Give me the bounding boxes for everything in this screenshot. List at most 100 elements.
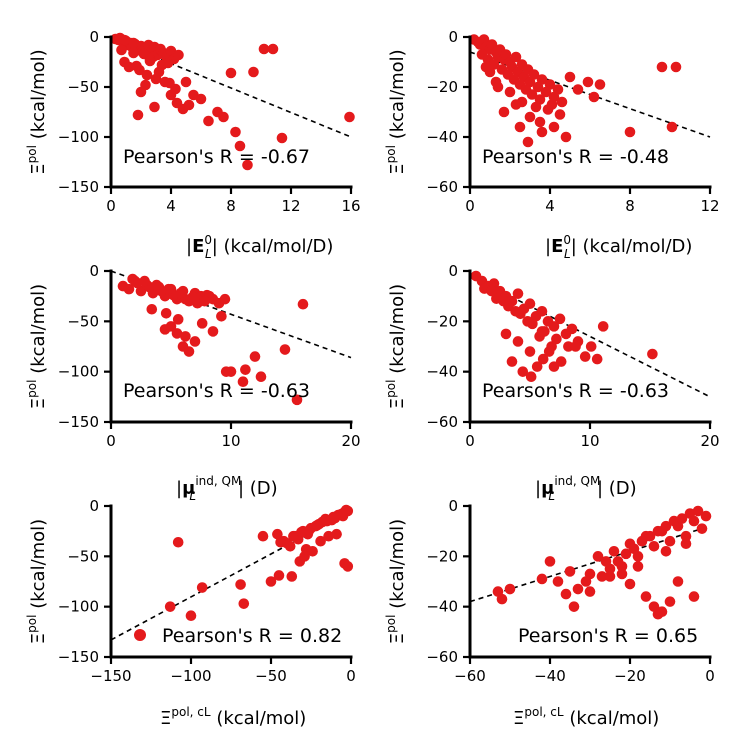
y-axis-label: Ξpol (kcal/mol): [25, 284, 49, 409]
data-point: [276, 132, 288, 144]
x-tick-label: −20: [614, 667, 646, 685]
x-axis-label: |E0 L| (kcal/mol/D): [186, 233, 333, 261]
data-point: [172, 536, 184, 548]
data-point: [504, 86, 516, 98]
data-point: [286, 571, 298, 582]
data-point: [536, 126, 548, 138]
data-point: [524, 298, 536, 310]
data-point: [304, 524, 315, 536]
data-point: [544, 556, 556, 567]
data-point: [652, 525, 664, 537]
data-point: [299, 551, 310, 562]
data-point: [220, 366, 232, 377]
data-point: [551, 333, 562, 345]
data-point: [257, 530, 269, 542]
legend-marker: [134, 629, 146, 641]
data-point: [680, 538, 692, 550]
y-tick-label: −150: [58, 178, 99, 196]
data-point: [512, 336, 524, 347]
data-point: [556, 96, 568, 108]
chart-panel-5: 0 −50 −100 −150−150 −100 −50 0 Ξpol (kcal/mol) Ξ…: [25, 497, 356, 729]
y-tick-label: −40: [426, 128, 458, 146]
y-axis-label: Ξpol (kcal/mol): [384, 49, 408, 174]
data-point: [648, 540, 660, 552]
data-point: [624, 578, 636, 590]
data-point: [272, 528, 283, 540]
data-point: [522, 136, 534, 148]
data-point: [187, 291, 198, 303]
data-point: [172, 314, 184, 325]
data-point: [196, 582, 208, 593]
data-point: [307, 546, 318, 557]
data-point: [564, 71, 576, 83]
data-point: [544, 79, 556, 90]
y-tick-label: −40: [426, 598, 458, 616]
fit-line: [111, 38, 352, 138]
data-point: [591, 353, 603, 365]
data-point: [240, 364, 251, 375]
data-point: [554, 313, 566, 325]
data-point: [175, 287, 186, 299]
data-point: [612, 556, 624, 567]
data-point: [498, 295, 509, 307]
data-point: [560, 588, 572, 600]
data-point: [640, 591, 652, 602]
data-point: [219, 293, 231, 305]
data-point: [242, 159, 253, 171]
data-point: [506, 356, 518, 367]
data-point: [536, 305, 548, 317]
data-point: [517, 366, 529, 377]
data-point: [230, 126, 241, 138]
x-axis-label: Ξpol, cL (kcal/mol): [160, 705, 306, 729]
data-point: [249, 351, 261, 362]
y-tick-label: −60: [426, 648, 458, 666]
data-point: [216, 311, 227, 322]
data-point: [267, 43, 279, 55]
pearson-annotation: Pearson's R = -0.67: [123, 146, 310, 168]
data-point: [585, 341, 597, 352]
data-point: [530, 101, 542, 113]
x-tick-label: 12: [281, 197, 300, 215]
y-tick-label: −20: [426, 312, 458, 330]
x-axis-label: Ξpol, cL (kcal/mol): [513, 705, 659, 729]
data-point: [660, 520, 672, 532]
data-point: [296, 526, 307, 538]
data-point: [183, 99, 195, 111]
data-point: [572, 84, 584, 95]
y-tick-label: −20: [426, 78, 458, 96]
data-point: [273, 570, 285, 581]
data-point: [525, 371, 537, 383]
data-point: [199, 295, 210, 307]
x-tick-label: 20: [341, 432, 360, 450]
y-tick-label: 0: [89, 28, 99, 46]
data-point: [597, 321, 609, 332]
data-point: [185, 610, 197, 622]
data-point: [291, 394, 303, 406]
data-point: [548, 121, 560, 133]
data-point: [644, 530, 656, 542]
data-point: [594, 79, 606, 90]
data-point: [500, 328, 512, 340]
data-point: [566, 323, 578, 335]
data-point: [123, 283, 135, 295]
data-point: [688, 591, 700, 602]
data-point: [151, 279, 162, 291]
data-point: [496, 593, 508, 605]
data-point: [331, 528, 342, 540]
x-axis-label: |E0 L| (kcal/mol/D): [545, 233, 692, 261]
data-point: [676, 513, 688, 524]
y-tick-label: −150: [58, 648, 99, 666]
data-point: [616, 568, 628, 580]
data-point: [146, 303, 158, 315]
data-point: [656, 606, 668, 617]
data-point: [180, 76, 192, 88]
pearson-annotation: Pearson's R = -0.48: [482, 146, 669, 168]
x-tick-label: 8: [625, 197, 635, 215]
data-point: [552, 84, 564, 95]
y-tick-label: −60: [426, 413, 458, 431]
data-point: [288, 530, 299, 542]
data-point: [297, 298, 309, 310]
x-tick-label: −60: [454, 667, 486, 685]
pearson-annotation: Pearson's R = -0.63: [123, 380, 310, 402]
y-tick-label: −100: [58, 128, 99, 146]
